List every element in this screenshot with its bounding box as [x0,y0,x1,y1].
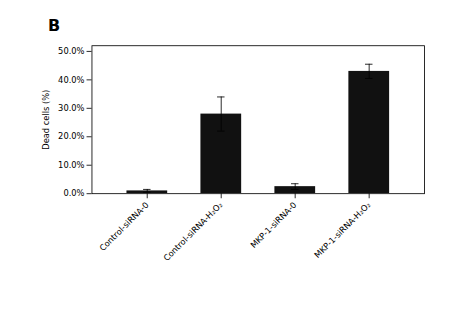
svg-text:20.0%: 20.0% [58,131,84,141]
svg-text:Dead cells (%): Dead cells (%) [41,90,51,150]
svg-text:40.0%: 40.0% [58,75,84,85]
svg-text:Control-siRNA-0: Control-siRNA-0 [97,200,150,253]
svg-text:10.0%: 10.0% [58,160,84,170]
svg-text:0.0%: 0.0% [63,188,84,198]
svg-text:MKP-1-siRNA-H₂O₂: MKP-1-siRNA-H₂O₂ [312,200,372,260]
svg-text:MKP-1-siRNA-0: MKP-1-siRNA-0 [248,200,298,250]
html-text:B: B [48,16,61,35]
svg-text:30.0%: 30.0% [58,103,84,113]
svg-text:50.0%: 50.0% [58,46,84,56]
svg-text:Control-siRNA-H₂O₂: Control-siRNA-H₂O₂ [161,200,224,263]
